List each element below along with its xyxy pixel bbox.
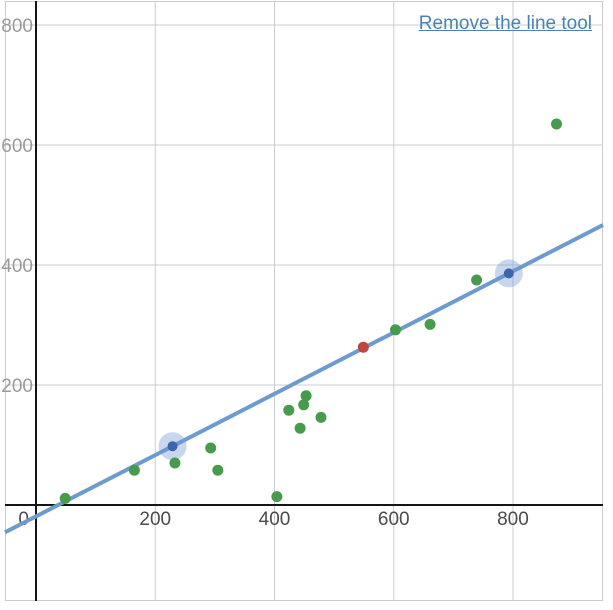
plot-border bbox=[5, 1, 603, 601]
data-point[interactable] bbox=[59, 492, 71, 504]
data-point[interactable] bbox=[390, 324, 402, 336]
x-axis-tick-label: 800 bbox=[497, 509, 529, 530]
data-point[interactable] bbox=[300, 390, 312, 402]
data-point[interactable] bbox=[212, 464, 224, 476]
data-point[interactable] bbox=[298, 399, 310, 411]
y-axis-tick-label: 600 bbox=[1, 136, 33, 157]
line-handle[interactable] bbox=[167, 441, 178, 452]
trend-line[interactable] bbox=[4, 223, 604, 535]
x-axis-tick-label: 400 bbox=[259, 509, 291, 530]
data-point[interactable] bbox=[271, 491, 283, 503]
origin-tick-label: 0 bbox=[18, 509, 29, 530]
x-axis-tick-label: 200 bbox=[139, 509, 171, 530]
data-point[interactable] bbox=[283, 404, 295, 416]
data-point[interactable] bbox=[550, 118, 562, 130]
data-point[interactable] bbox=[128, 464, 140, 476]
data-point[interactable] bbox=[424, 318, 436, 330]
data-point[interactable] bbox=[169, 457, 181, 469]
data-point[interactable] bbox=[205, 442, 217, 454]
data-point[interactable] bbox=[294, 422, 306, 434]
line-handle[interactable] bbox=[503, 268, 514, 279]
data-point[interactable] bbox=[471, 274, 483, 286]
selected-data-point[interactable] bbox=[357, 341, 369, 353]
y-axis-tick-label: 800 bbox=[1, 16, 33, 37]
data-point[interactable] bbox=[315, 411, 327, 423]
remove-line-tool-link[interactable]: Remove the line tool bbox=[418, 13, 592, 34]
x-axis-tick-label: 600 bbox=[378, 509, 410, 530]
y-axis-tick-label: 400 bbox=[1, 256, 33, 277]
y-axis-tick-label: 200 bbox=[1, 376, 33, 397]
